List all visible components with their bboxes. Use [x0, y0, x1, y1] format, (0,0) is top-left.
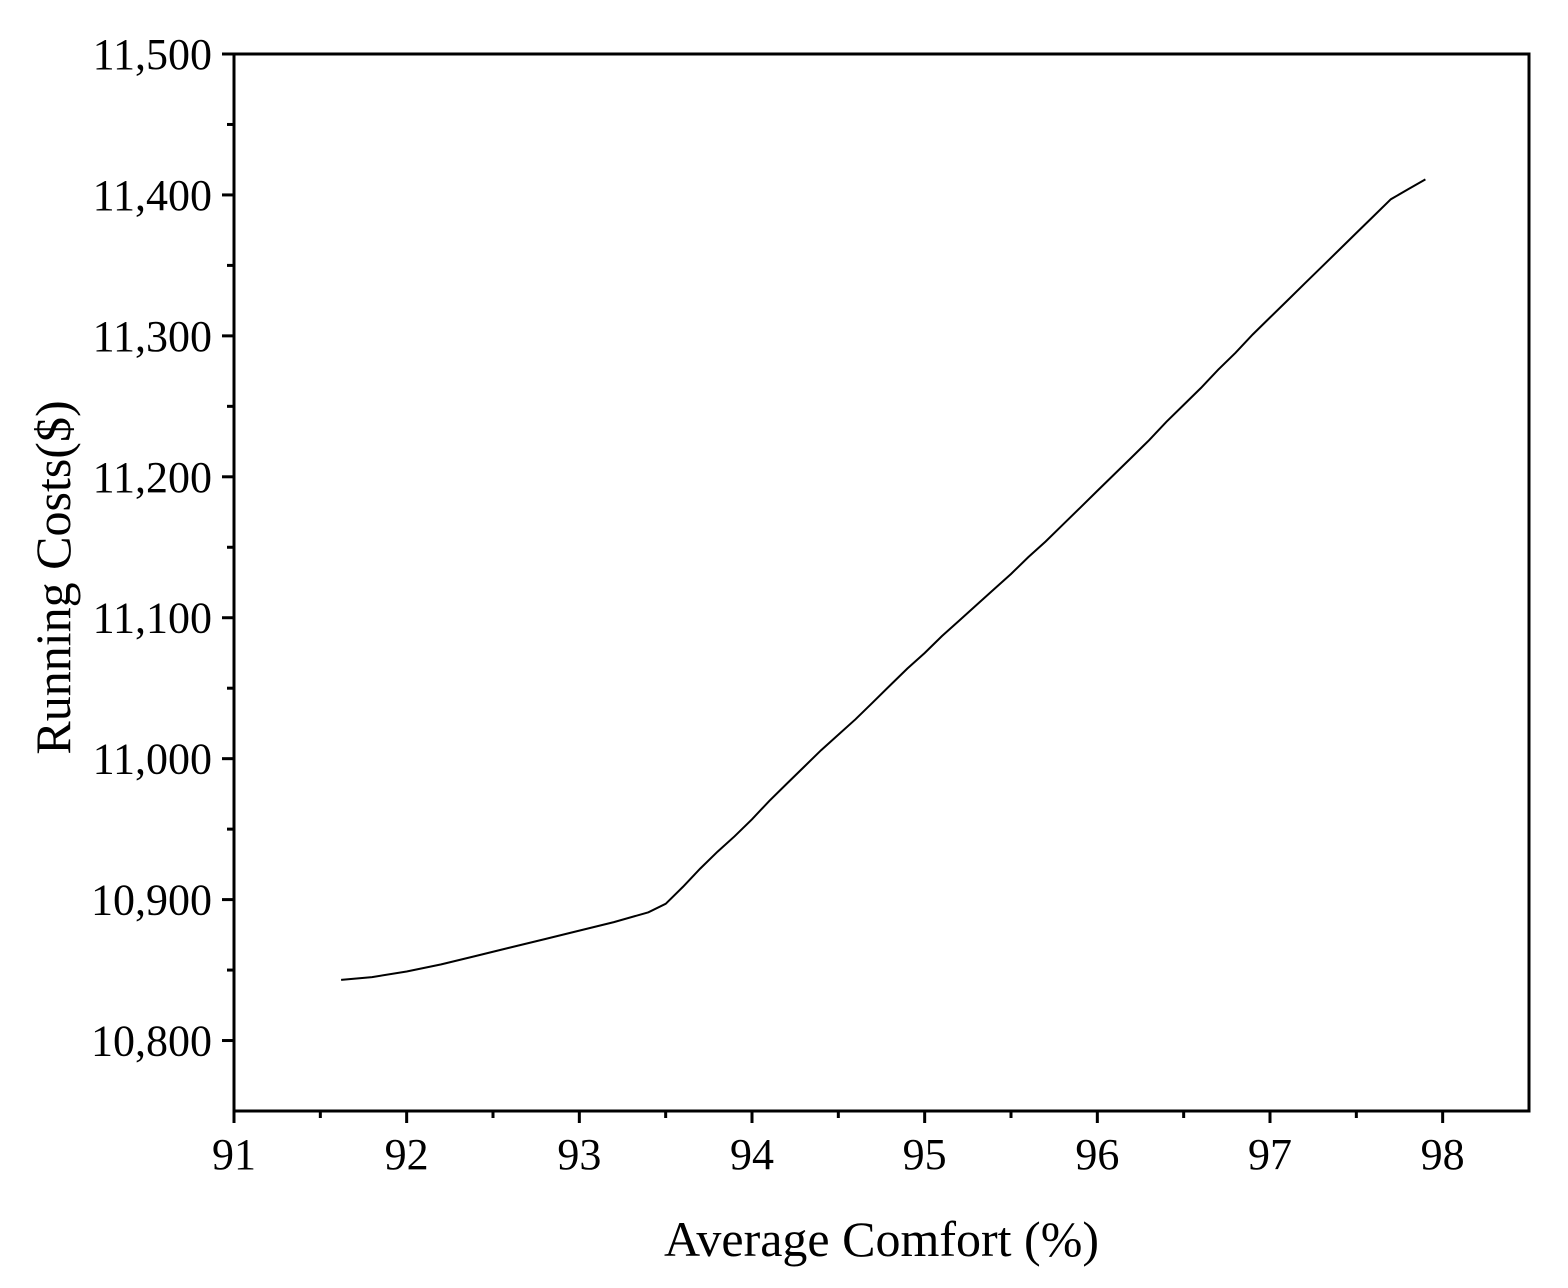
y-tick-label: 10,800 [91, 1017, 212, 1066]
x-tick-label: 96 [1075, 1130, 1119, 1179]
x-axis-title: Average Comfort (%) [664, 1211, 1099, 1267]
y-axis-title: Running Costs($) [25, 400, 81, 754]
y-tick-label: 11,500 [93, 30, 212, 79]
y-tick-label: 11,000 [93, 735, 212, 784]
ticks-layer [222, 52, 1445, 1123]
x-tick-label: 91 [212, 1130, 256, 1179]
y-tick-label: 11,300 [93, 312, 212, 361]
labels-layer: 91 92 93 94 95 96 97 98 10,800 10,900 11,000 11,100… [91, 30, 1465, 1179]
y-tick-label: 10,900 [91, 876, 212, 925]
y-tick-label: 11,100 [93, 594, 212, 643]
x-tick-label: 92 [385, 1130, 429, 1179]
y-tick-label: 11,400 [93, 171, 212, 220]
line-layer [341, 178, 1426, 981]
y-tick-label: 11,200 [93, 453, 212, 502]
series-line [341, 178, 1426, 981]
x-tick-label: 95 [903, 1130, 947, 1179]
x-tick-label: 98 [1421, 1130, 1465, 1179]
x-tick-label: 94 [730, 1130, 774, 1179]
x-tick-label: 93 [557, 1130, 601, 1179]
plot-frame [232, 52, 1531, 1113]
x-tick-label: 97 [1248, 1130, 1292, 1179]
